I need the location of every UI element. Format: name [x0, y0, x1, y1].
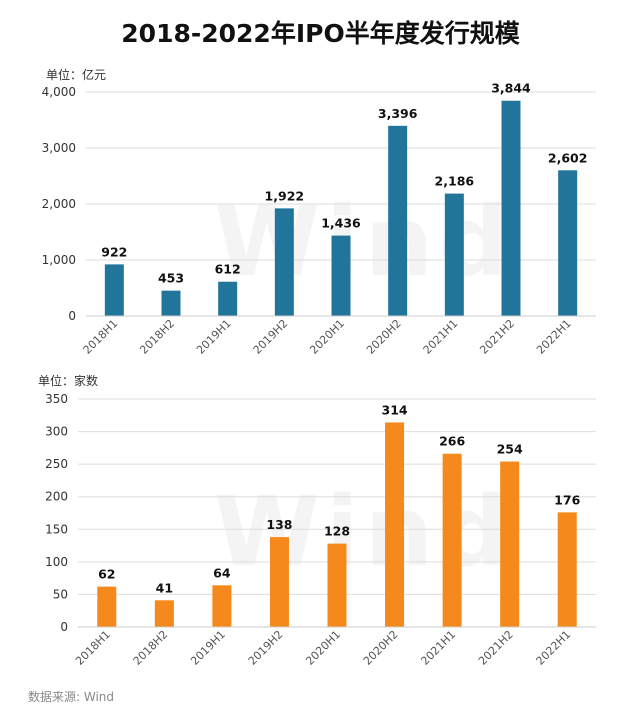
data-label: 453	[158, 271, 184, 286]
y-tick-label: 50	[53, 587, 68, 601]
bar-2020H1	[327, 543, 347, 627]
x-tick-label: 2021H1	[418, 628, 458, 668]
unit-label-count: 单位：家数	[38, 374, 99, 388]
y-tick-label: 350	[45, 392, 68, 406]
y-tick-label: 150	[45, 522, 68, 536]
data-label: 1,436	[321, 216, 361, 231]
y-tick-label: 200	[45, 490, 68, 504]
data-label: 922	[101, 244, 127, 259]
data-label: 128	[324, 524, 350, 539]
x-tick-label: 2019H2	[246, 628, 286, 668]
x-tick-label: 2020H1	[303, 628, 343, 668]
bar-2018H1	[104, 264, 124, 316]
data-label: 3,396	[378, 106, 418, 121]
bar-2022H1	[557, 512, 577, 627]
data-label: 176	[554, 492, 580, 507]
data-label: 3,844	[491, 81, 531, 96]
data-label: 1,922	[265, 188, 305, 203]
y-tick-label: 0	[60, 620, 68, 634]
y-tick-label: 250	[45, 457, 68, 471]
bar-2021H1	[444, 193, 464, 316]
x-tick-label: 2019H1	[188, 628, 228, 668]
y-tick-label: 100	[45, 555, 68, 569]
chart-title: 2018-2022年IPO半年度发行规模	[121, 19, 520, 48]
data-label: 254	[497, 442, 523, 457]
bar-2021H1	[442, 453, 462, 627]
bar-2018H2	[161, 290, 181, 316]
x-tick-label: 2022H1	[534, 628, 574, 668]
bar-2020H2	[385, 422, 405, 627]
x-tick-label: 2018H2	[131, 628, 171, 668]
data-label: 314	[382, 402, 408, 417]
data-label: 64	[213, 565, 231, 580]
bar-2019H2	[274, 208, 294, 316]
bar-2019H1	[212, 585, 232, 627]
unit-label-amount: 单位：亿元	[46, 68, 107, 82]
bar-2019H2	[269, 537, 289, 627]
x-tick-label: 2021H2	[476, 628, 516, 668]
data-label: 62	[98, 567, 115, 582]
amount-bar-chart: 01,0002,0003,0004,0009222018H14532018H26…	[42, 81, 596, 357]
data-label: 2,186	[435, 174, 475, 189]
data-label: 41	[156, 580, 173, 595]
data-label: 612	[215, 262, 241, 277]
y-tick-label: 3,000	[42, 141, 76, 155]
y-tick-label: 300	[45, 425, 68, 439]
y-tick-label: 0	[68, 309, 76, 323]
x-tick-label: 2018H1	[73, 628, 113, 668]
bar-2021H2	[500, 461, 520, 627]
bar-2018H2	[154, 600, 174, 627]
data-label: 138	[266, 517, 292, 532]
data-label: 266	[439, 434, 465, 449]
bar-2019H1	[218, 281, 238, 316]
bar-2018H1	[97, 586, 117, 627]
data-label: 2,602	[548, 150, 588, 165]
bar-2021H2	[501, 100, 521, 317]
x-tick-label: 2020H2	[361, 628, 401, 668]
y-tick-label: 2,000	[42, 197, 76, 211]
bar-2020H1	[331, 235, 351, 316]
bar-2022H1	[558, 170, 578, 316]
y-tick-label: 1,000	[42, 253, 76, 267]
bar-2020H2	[388, 125, 408, 316]
data-source-note: 数据来源: Wind	[28, 690, 115, 704]
y-tick-label: 4,000	[42, 85, 76, 99]
